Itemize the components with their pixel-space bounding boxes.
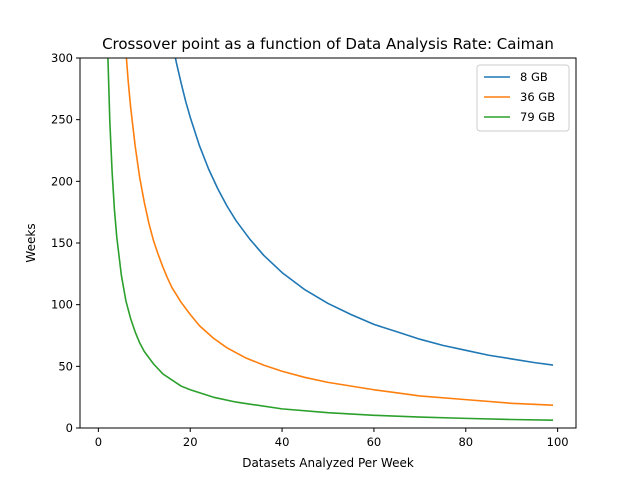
x-tick-label: 100 bbox=[547, 435, 569, 449]
y-axis-ticks: 0 50 100 150 200 250 300 bbox=[51, 51, 80, 435]
y-tick-label: 250 bbox=[51, 113, 73, 127]
x-tick-label: 0 bbox=[95, 435, 102, 449]
series-line-2 bbox=[125, 58, 554, 406]
chart-title: Crossover point as a function of Data An… bbox=[102, 35, 554, 53]
y-tick-label: 300 bbox=[51, 51, 73, 65]
y-tick-label: 100 bbox=[51, 298, 73, 312]
series-line-1 bbox=[174, 58, 554, 366]
legend: 8 GB 36 GB 79 GB bbox=[476, 64, 570, 132]
y-tick-label: 150 bbox=[51, 236, 73, 250]
legend-label: 36 GB bbox=[520, 90, 555, 104]
x-tick-label: 60 bbox=[367, 435, 382, 449]
y-tick-label: 0 bbox=[66, 421, 73, 435]
x-tick-label: 20 bbox=[183, 435, 198, 449]
x-tick-label: 80 bbox=[458, 435, 473, 449]
y-axis-label: Weeks bbox=[24, 223, 38, 262]
x-axis-label: Datasets Analyzed Per Week bbox=[242, 456, 414, 470]
legend-label: 79 GB bbox=[520, 110, 555, 124]
legend-box bbox=[476, 64, 570, 132]
y-tick-label: 200 bbox=[51, 174, 73, 188]
series-line-3 bbox=[107, 58, 554, 422]
series-layer bbox=[107, 58, 554, 422]
legend-label: 8 GB bbox=[520, 70, 548, 84]
y-tick-label: 50 bbox=[58, 359, 73, 373]
x-tick-label: 40 bbox=[275, 435, 290, 449]
x-axis-ticks: 0 20 40 60 80 100 bbox=[95, 428, 569, 449]
